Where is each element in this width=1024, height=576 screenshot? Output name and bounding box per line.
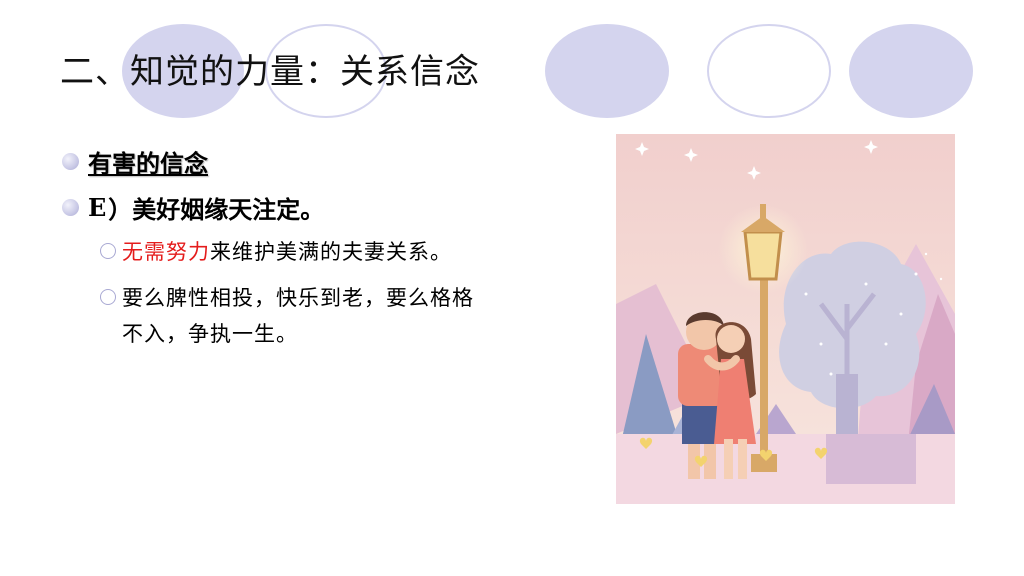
- sub-bullet-text-line2: 不入，争执一生。: [122, 322, 298, 346]
- bullet-dot-icon: [62, 153, 79, 170]
- decor-circle-outline: [707, 24, 831, 118]
- highlight-text: 无需努力: [122, 240, 210, 264]
- bullet-text: ）美好姻缘天注定。: [108, 196, 325, 224]
- bullet-harmful-beliefs: 有害的信念: [62, 144, 208, 179]
- slide-title: 二、知觉的力量：关系信念: [60, 52, 480, 92]
- decor-circle-outline: [265, 24, 387, 118]
- decor-circle-filled: [849, 24, 973, 118]
- decor-circle-filled: [122, 24, 244, 118]
- couple-figure: [678, 312, 756, 479]
- bullet-dot-icon: [62, 199, 79, 216]
- sub-bullet-compatibility: 要么脾性相投，快乐到老，要么格格 不入，争执一生。: [100, 280, 575, 352]
- sub-bullet-no-effort: 无需努力来维护美满的夫妻关系。: [100, 234, 452, 270]
- bullet-destiny: E ）美好姻缘天注定。: [62, 190, 324, 225]
- bullet-text: 有害的信念: [88, 150, 208, 178]
- bullet-prefix: E: [88, 193, 107, 222]
- sub-bullet-ring-icon: [100, 243, 116, 259]
- couple-illustration: [616, 134, 955, 504]
- decor-circle-filled: [545, 24, 669, 118]
- sub-bullet-ring-icon: [100, 289, 116, 305]
- sub-bullet-text-line1: 要么脾性相投，快乐到老，要么格格: [122, 286, 474, 310]
- sub-bullet-text: 来维护美满的夫妻关系。: [210, 240, 452, 264]
